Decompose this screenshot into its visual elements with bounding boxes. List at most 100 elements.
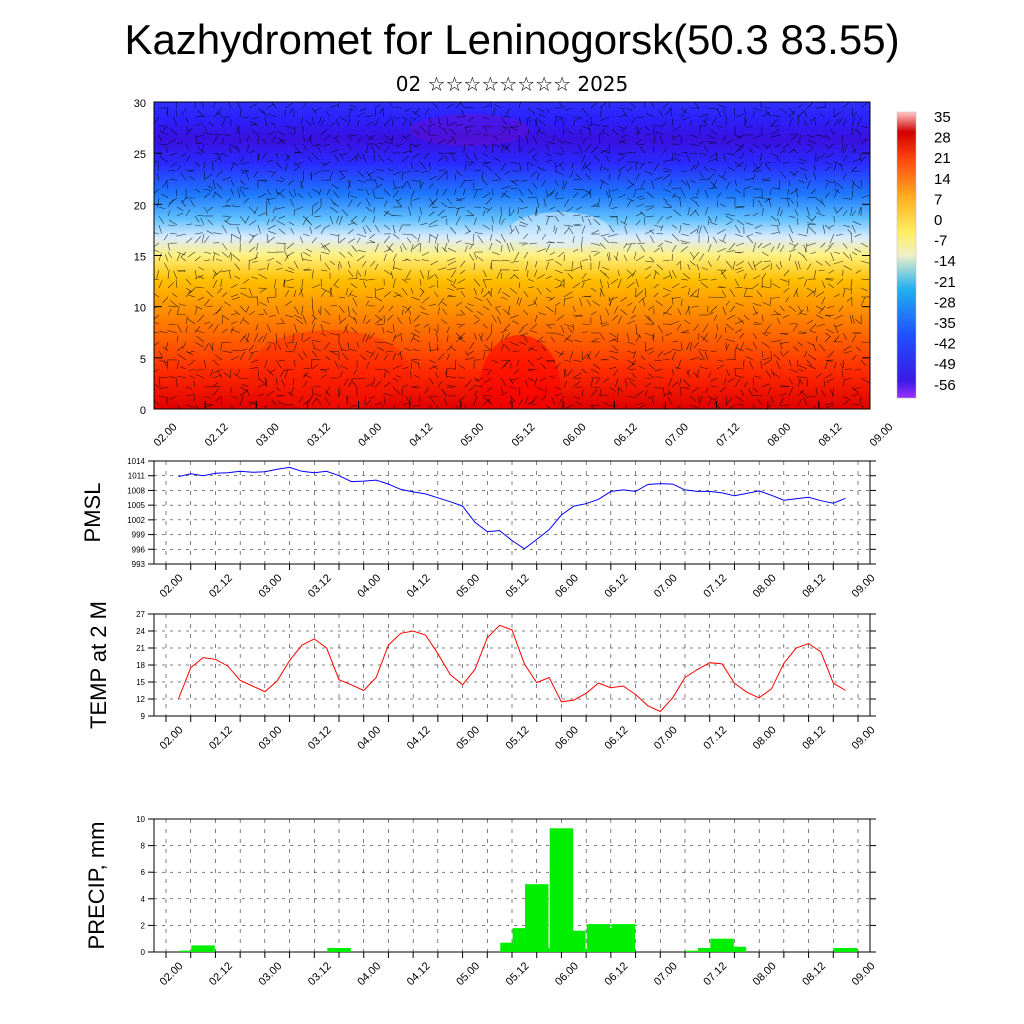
wind-barb: [860, 287, 868, 292]
wind-barb: [245, 170, 250, 181]
wind-barb: [300, 181, 304, 190]
x-tick-label: 08.00: [751, 960, 779, 988]
wind-barb: [421, 259, 430, 262]
wind-barb: [275, 305, 280, 315]
wind-barb: [826, 305, 835, 309]
wind-barb: [365, 361, 370, 370]
wind-barb: [676, 404, 682, 409]
wind-barb: [626, 197, 635, 202]
wind-barb: [284, 254, 289, 262]
wind-barb: [236, 368, 241, 376]
wind-barb: [851, 143, 857, 154]
y-tick-label: 15: [136, 678, 145, 687]
wind-barb: [167, 138, 176, 145]
wind-barb: [854, 248, 862, 253]
wind-barb: [532, 395, 538, 403]
wind-barb: [523, 290, 529, 298]
wind-barb: [393, 332, 403, 339]
wind-barb: [644, 347, 654, 352]
wind-barb: [329, 122, 336, 127]
wind-barb: [698, 125, 702, 136]
wind-barb: [752, 166, 760, 172]
wind-barb: [770, 119, 778, 127]
wind-barb: [588, 125, 592, 136]
wind-barb: [180, 173, 187, 181]
wind-barb: [368, 134, 376, 140]
wind-barb: [765, 370, 772, 379]
x-tick-label: 02.00: [158, 960, 186, 988]
wind-barb: [335, 118, 340, 127]
wind-barb: [662, 287, 672, 292]
wind-barb: [815, 197, 823, 204]
wind-barb: [170, 300, 178, 307]
wind-barb: [324, 308, 331, 316]
wind-barb: [644, 229, 655, 235]
wind-barb: [797, 309, 804, 316]
wind-barb: [680, 108, 687, 118]
wind-barb: [250, 120, 259, 127]
wind-barb: [473, 287, 478, 296]
wind-barb: [257, 383, 267, 388]
wind-barb: [180, 152, 187, 158]
wind-barb: [176, 251, 186, 256]
wind-barb: [851, 181, 854, 190]
wind-barb: [719, 386, 727, 393]
wind-barb: [450, 346, 457, 352]
wind-barb: [320, 332, 327, 337]
wind-barb: [293, 188, 297, 197]
wind-barb: [649, 229, 655, 235]
wind-barb: [740, 152, 745, 159]
wind-barb: [362, 332, 367, 343]
wind-barb: [775, 143, 781, 149]
wind-barb: [374, 118, 379, 127]
wind-barb: [518, 389, 521, 397]
wind-barb: [644, 382, 652, 388]
wind-barb: [428, 124, 436, 127]
wind-barb: [566, 128, 574, 136]
wind-barb: [800, 313, 808, 316]
wind-barb: [782, 143, 790, 149]
wind-barb: [671, 381, 679, 388]
wind-barb: [780, 404, 790, 406]
wind-barb: [250, 359, 259, 363]
wind-barb: [860, 125, 868, 129]
wind-barb: [756, 398, 763, 406]
wind-barb: [478, 334, 484, 343]
wind-barb: [307, 134, 313, 143]
wind-barb: [194, 122, 204, 127]
wind-barb: [466, 303, 475, 307]
wind-barb: [248, 123, 257, 127]
wind-barb: [329, 197, 336, 206]
wind-barb: [792, 149, 799, 154]
x-tick-label: 09.00: [850, 572, 878, 600]
wind-barb: [728, 242, 736, 251]
wind-barb: [246, 388, 250, 397]
wind-barb: [159, 331, 169, 334]
wind-barb: [559, 163, 565, 172]
wind-barb: [806, 395, 817, 398]
wind-barb: [356, 269, 362, 277]
wind-barb: [702, 323, 709, 333]
wind-barb: [752, 394, 763, 397]
wind-barb: [230, 368, 232, 378]
wind-barb: [716, 125, 724, 128]
wind-barb: [266, 296, 269, 304]
wind-barb: [735, 347, 745, 352]
wind-barb: [779, 341, 783, 350]
wind-barb: [365, 224, 372, 233]
wind-barb: [178, 303, 187, 307]
wind-barb: [734, 114, 744, 118]
wind-barb: [225, 215, 232, 223]
wind-barb: [540, 363, 547, 370]
wind-barb: [788, 110, 795, 118]
wind-barb: [716, 152, 718, 163]
wind-barb: [428, 377, 434, 385]
wind-barb: [154, 321, 160, 325]
wind-barb: [428, 219, 438, 226]
wind-barb: [528, 402, 538, 406]
wind-barb: [608, 224, 615, 233]
wind-barb: [460, 309, 466, 316]
wind-barb: [486, 206, 493, 213]
wind-barb: [417, 233, 421, 243]
wind-barb: [275, 359, 282, 369]
